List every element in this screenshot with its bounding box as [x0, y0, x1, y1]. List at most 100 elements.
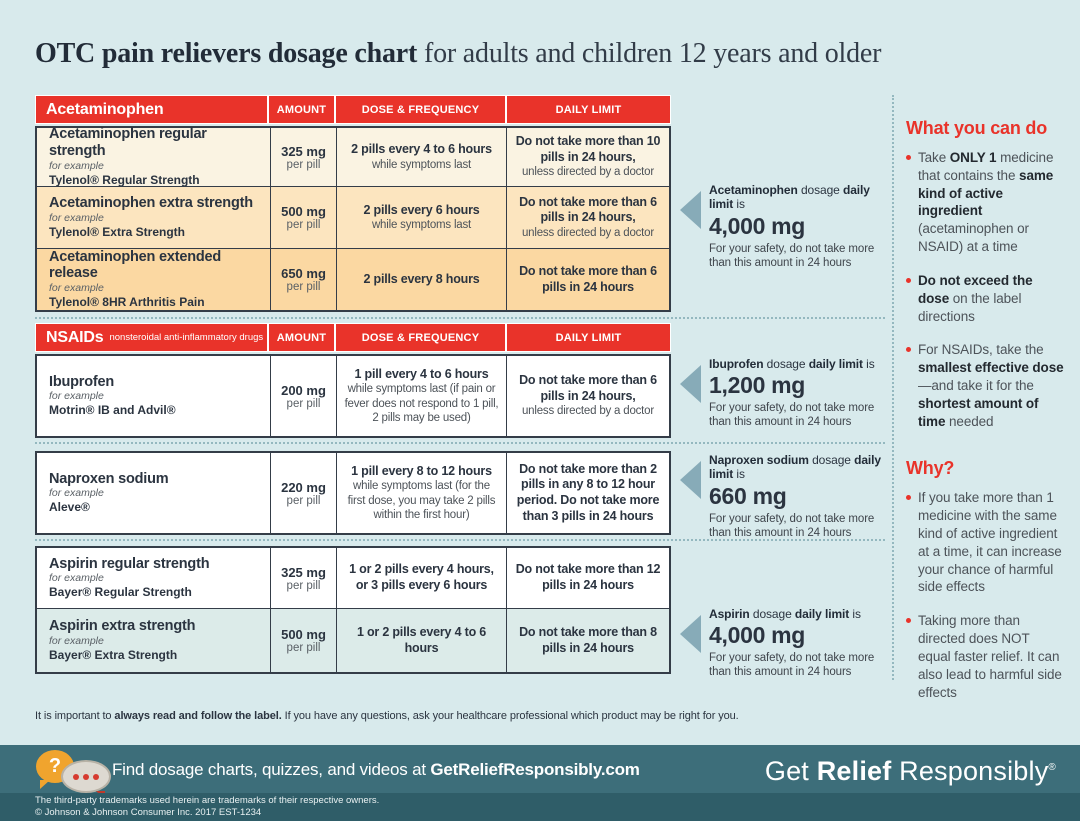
limit-secondary: unless directed by a doctor — [521, 405, 655, 418]
what-you-can-do-heading: What you can do — [906, 118, 1048, 138]
callout-title: Naproxen sodium dosage daily limit is — [709, 453, 881, 482]
nsaids-sublabel: nonsteroidal anti-inflammatory drugs — [109, 332, 264, 343]
callout-note: For your safety, do not take more than t… — [709, 242, 875, 269]
amount-unit: per pill — [286, 219, 321, 231]
example-label: for example — [49, 390, 104, 403]
brand-name: Tylenol® Regular Strength — [49, 172, 200, 187]
what-you-can-do-list: Take ONLY 1 medicine that contains the s… — [906, 149, 1064, 430]
bullet-icon — [906, 618, 911, 624]
amount-value: 325 mg — [281, 564, 326, 580]
registered-mark: ® — [1048, 762, 1056, 773]
left-arrow-icon — [680, 191, 701, 229]
amount-cell: 325 mg per pill — [270, 128, 336, 186]
example-label: for example — [49, 634, 104, 647]
amount-cell: 500 mg per pill — [270, 186, 336, 248]
list-item-text: Taking more than directed does NOT equal… — [918, 613, 1062, 700]
dose-cell: 1 or 2 pills every 4 to 6 hours — [336, 608, 506, 672]
limit-primary: Do not take more than 10 pills in 24 hou… — [515, 134, 661, 164]
drug-name: Aspirin extra strength — [49, 618, 196, 635]
brand-name: Bayer® Extra Strength — [49, 647, 178, 662]
section-divider — [35, 317, 885, 319]
limit-secondary: unless directed by a doctor — [521, 166, 655, 179]
page-title-bold: OTC pain relievers dosage chart — [35, 38, 418, 69]
sidebar: What you can do Take ONLY 1 medicine tha… — [906, 118, 1064, 717]
dose-cell: 2 pills every 4 to 6 hours while symptom… — [336, 128, 506, 186]
copyright-notice: © Johnson & Johnson Consumer Inc. 2017 E… — [35, 807, 262, 818]
list-item: Take ONLY 1 medicine that contains the s… — [906, 149, 1064, 256]
amount-value: 500 mg — [281, 204, 326, 219]
limit-primary: Do not take more than 12 pills in 24 hou… — [515, 562, 661, 592]
acetaminophen-table: Acetaminophen AMOUNT DOSE & FREQUENCY DA… — [35, 95, 671, 312]
trademark-notice: The third-party trademarks used herein a… — [35, 795, 380, 806]
limit-cell: Do not take more than 6 pills in 24 hour… — [506, 248, 669, 310]
header-daily-limit: DAILY LIMIT — [507, 96, 670, 123]
drug-name-cell: Acetaminophen extra strength for example… — [37, 186, 270, 248]
amount-unit: per pill — [286, 642, 321, 654]
drug-name: Naproxen sodium — [49, 470, 169, 487]
example-label: for example — [49, 487, 104, 500]
list-item-text: If you take more than 1 medicine with th… — [918, 490, 1062, 595]
amount-unit: per pill — [286, 579, 321, 592]
daily-limit-amount: 4,000 mg — [709, 622, 806, 649]
dose-secondary: while symptoms last — [371, 219, 472, 232]
section-divider — [35, 442, 885, 444]
limit-cell: Do not take more than 6 pills in 24 hour… — [506, 186, 669, 248]
brand-name: Bayer® Regular Strength — [49, 585, 192, 600]
left-arrow-icon — [680, 615, 701, 653]
list-item-text: Do not exceed the dose on the label dire… — [918, 272, 1033, 324]
example-label: for example — [49, 572, 104, 585]
amount-value: 220 mg — [281, 479, 326, 495]
dose-cell: 2 pills every 6 hours while symptoms las… — [336, 186, 506, 248]
naproxen-table: Naproxen sodium for example Aleve® 220 m… — [35, 451, 671, 535]
amount-cell: 325 mg per pill — [270, 548, 336, 608]
chat-dots-icon — [61, 760, 111, 799]
dose-secondary: while symptoms last (if pain or fever do… — [344, 383, 499, 424]
bullet-icon — [906, 155, 911, 160]
dose-primary: 1 pill every 4 to 6 hours — [354, 366, 489, 381]
list-item: If you take more than 1 medicine with th… — [906, 489, 1064, 596]
dose-primary: 1 or 2 pills every 4 to 6 hours — [356, 624, 487, 655]
drug-name: Ibuprofen — [49, 373, 115, 390]
amount-unit: per pill — [286, 397, 321, 410]
footer: ? Find dosage charts, quizzes, and video… — [0, 745, 1080, 821]
aspirin-table-body: Aspirin regular strength for example Bay… — [35, 546, 671, 674]
header-daily-limit: DAILY LIMIT — [507, 324, 670, 351]
daily-limit-amount: 4,000 mg — [709, 212, 806, 239]
amount-value: 200 mg — [281, 382, 326, 398]
dose-cell: 1 or 2 pills every 4 hours, or 3 pills e… — [336, 548, 506, 608]
acetaminophen-table-header: Acetaminophen AMOUNT DOSE & FREQUENCY DA… — [35, 95, 671, 124]
drug-name: Acetaminophen extended release — [49, 248, 222, 282]
amount-unit: per pill — [286, 281, 321, 293]
limit-cell: Do not take more than 12 pills in 24 hou… — [506, 548, 669, 608]
limit-primary: Do not take more than 6 pills in 24 hour… — [519, 373, 657, 403]
callout-note: For your safety, do not take more than t… — [709, 512, 875, 539]
drug-name-cell: Aspirin extra strength for example Bayer… — [37, 608, 270, 672]
callout-title: Aspirin dosage daily limit is — [709, 607, 861, 621]
bullet-icon — [906, 277, 911, 283]
nsaids-table-body: Ibuprofen for example Motrin® IB and Adv… — [35, 354, 671, 438]
dose-secondary: while symptoms last (for the first dose,… — [347, 480, 496, 521]
drug-name-cell: Acetaminophen regular strength for examp… — [37, 126, 270, 187]
list-item: Taking more than directed does NOT equal… — [906, 612, 1064, 701]
amount-cell: 200 mg per pill — [270, 356, 336, 436]
example-label: for example — [49, 211, 104, 224]
dose-primary: 2 pills every 4 to 6 hours — [351, 142, 492, 156]
get-relief-responsibly-logo: Get Relief Responsibly® — [764, 756, 1056, 786]
callout-note: For your safety, do not take more than t… — [709, 652, 875, 679]
amount-cell: 500 mg per pill — [270, 608, 336, 672]
sidebar-divider — [892, 95, 894, 680]
page-title-rest: for adults and children 12 years and old… — [417, 38, 882, 69]
amount-value: 325 mg — [281, 143, 326, 159]
footer-fine-print-band: The third-party trademarks used herein a… — [0, 793, 1080, 821]
daily-limit-callout-ibuprofen: Ibuprofen dosage daily limit is 1,200 mg… — [680, 357, 885, 429]
limit-primary: Do not take more than 6 pills in 24 hour… — [519, 194, 657, 225]
acetaminophen-table-body: Acetaminophen regular strength for examp… — [35, 126, 671, 312]
brand-name: Tylenol® Extra Strength — [49, 224, 185, 239]
dose-primary: 2 pills every 8 hours — [363, 271, 480, 286]
amount-value: 500 mg — [281, 627, 326, 642]
brand-name: Aleve® — [49, 500, 90, 515]
aspirin-table: Aspirin regular strength for example Bay… — [35, 546, 671, 674]
why-heading: Why? — [906, 458, 955, 479]
limit-cell: Do not take more than 6 pills in 24 hour… — [506, 356, 669, 436]
